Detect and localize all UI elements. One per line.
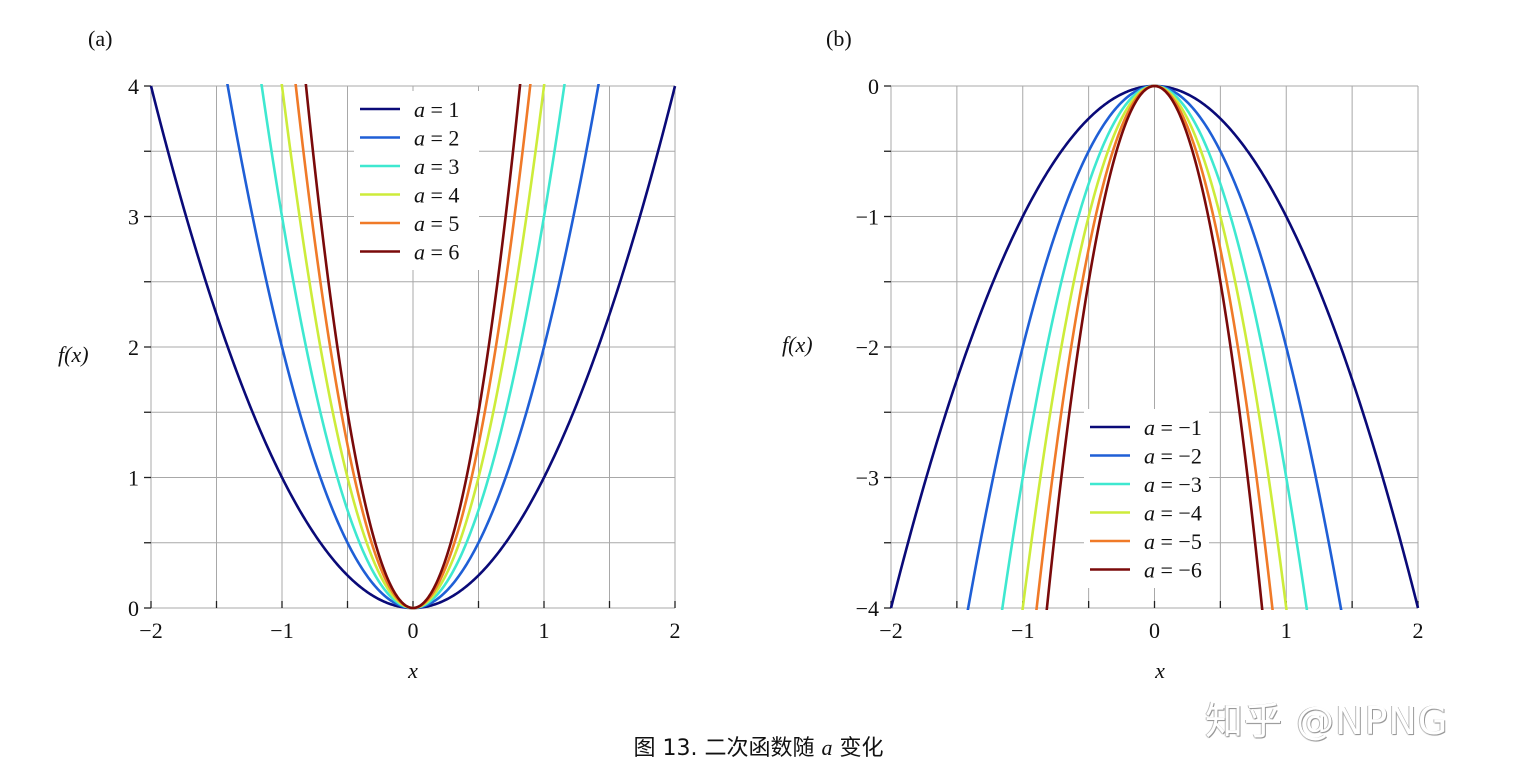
legend-entry: a = −3 [1144,472,1202,497]
y-tick-label: 0 [128,596,139,621]
y-tick-label: 1 [128,466,139,491]
legend-entry: a = −6 [1144,558,1202,583]
x-tick-label: −1 [1011,618,1034,643]
chart-panel-b: −2 −1 0 1 20−1−2−3−4xf(x)(b)a = −1a = −2a = … [782,26,1424,683]
y-tick-label: 3 [128,205,139,230]
y-tick-label: 0 [868,74,879,99]
legend-entry: a = 2 [414,126,459,151]
y-tick-label: 2 [128,335,139,360]
legend-entry: a = −4 [1144,501,1202,526]
y-axis-label: f(x) [782,332,813,357]
curves [149,84,677,610]
curve-6 [304,84,522,610]
y-tick-label: 4 [128,74,139,99]
curves [889,84,1420,610]
chart-panel-a: −2 −1 0 1 2 0 1 2 3 4 x f(x) (a) a = 1 a = 2 a = 3 a = 4… [58,26,681,683]
x-tick-label: 1 [1281,618,1292,643]
legend-entry: a = 5 [414,211,459,236]
caption-variable: a [821,735,833,760]
y-tick-label: −2 [856,335,879,360]
x-tick-label: −1 [270,618,293,643]
y-tick-label: −3 [856,466,879,491]
curve-neg6 [1045,84,1264,610]
y-tick-label: −4 [856,596,879,621]
figure-caption: 图 13. 二次函数随 a 变化 [0,730,1517,762]
legend-entry: a = −1 [1144,415,1202,440]
x-tick-label: 1 [539,618,550,643]
x-axis-label: x [1154,658,1165,683]
caption-suffix: 变化 [832,736,884,761]
x-axis-label: x [407,658,418,683]
y-axis-label: f(x) [58,342,89,367]
y-tick-label: −1 [856,205,879,230]
legend: a = −1 a = −2 a = −3 a = −4 a = −5 a = −6 [1084,409,1209,588]
legend-entry: a = 4 [414,183,459,208]
legend-entry: a = 1 [414,97,459,122]
panel-label: (a) [88,26,112,51]
legend-entry: a = −5 [1144,529,1202,554]
legend-entry: a = 6 [414,240,459,265]
x-tick-label: 0 [408,618,419,643]
panel-label: (b) [826,26,852,51]
x-tick-label: 2 [670,618,681,643]
legend-entry: a = −2 [1144,444,1202,469]
legend: a = 1 a = 2 a = 3 a = 4 a = 5 a = 6 [354,91,479,270]
watermark: 知乎 @NPNG [1205,699,1449,743]
x-tick-label: −2 [139,618,162,643]
x-tick-label: −2 [879,618,902,643]
legend-entry: a = 3 [414,154,459,179]
x-tick-label: 2 [1413,618,1424,643]
caption-prefix: 图 13. 二次函数随 [633,736,822,761]
x-tick-label: 0 [1149,618,1160,643]
